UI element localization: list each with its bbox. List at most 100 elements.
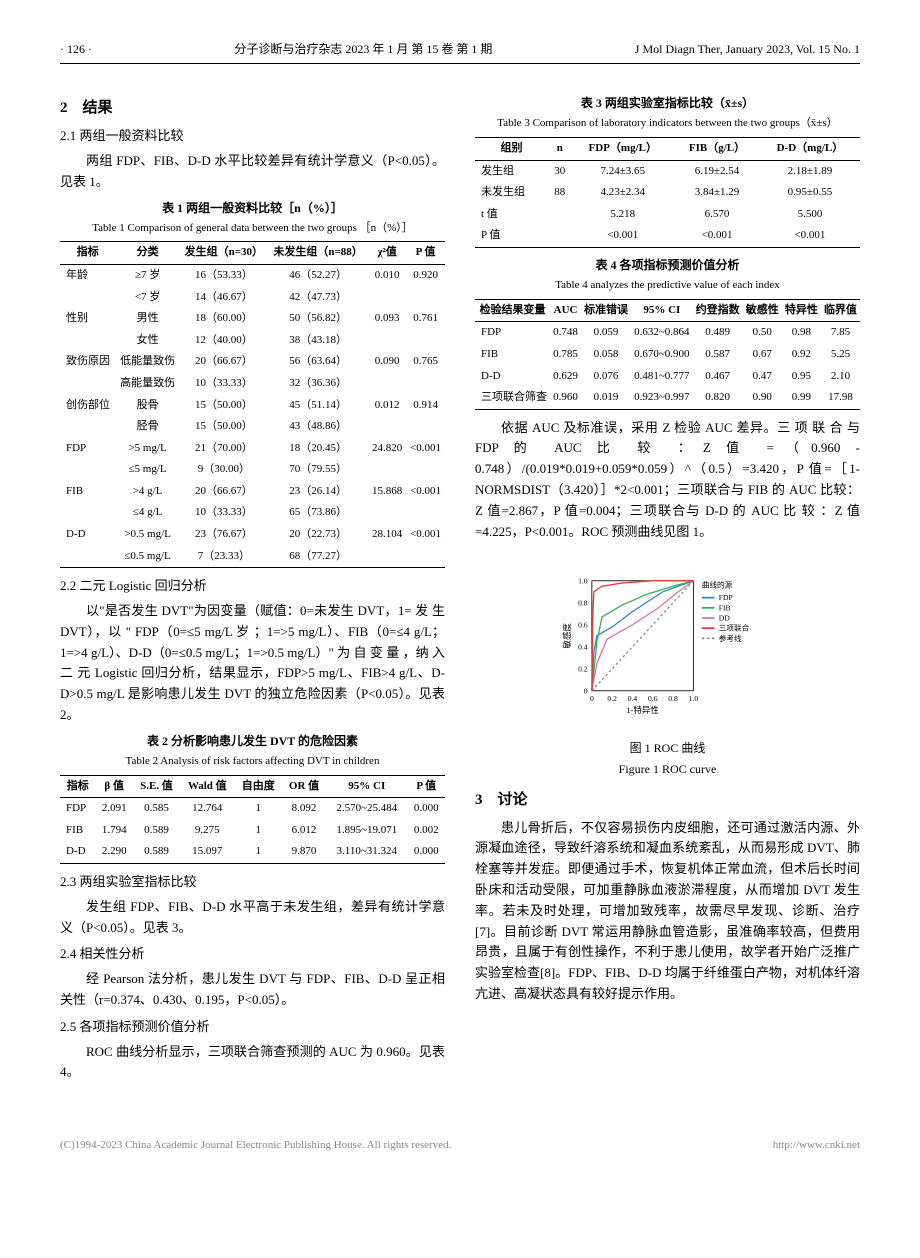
table-row: FDP0.7480.0590.632~0.8640.4890.500.987.8… — [475, 322, 860, 344]
journal-cn: 分子诊断与治疗杂志 2023 年 1 月 第 15 卷 第 1 期 — [234, 40, 492, 59]
table-cell: 46（52.27） — [268, 264, 368, 286]
table-header-cell: 发生组（n=30） — [180, 242, 269, 265]
table-cell: 0.914 — [406, 395, 445, 417]
page-header: · 126 · 分子诊断与治疗杂志 2023 年 1 月 第 15 卷 第 1 … — [60, 40, 860, 64]
table-cell — [368, 416, 406, 438]
table-cell: 0.010 — [368, 264, 406, 286]
table-cell: 68（77.27） — [268, 546, 368, 568]
table-cell: >5 mg/L — [116, 438, 180, 460]
table-row: ≤0.5 mg/L7（23.33）68（77.27） — [60, 546, 445, 568]
table-cell — [406, 502, 445, 524]
table-cell — [60, 459, 116, 481]
table-cell: 胫骨 — [116, 416, 180, 438]
table-cell: ≤4 g/L — [116, 502, 180, 524]
svg-text:三项联合: 三项联合 — [718, 623, 749, 633]
table-cell: 50（56.82） — [268, 308, 368, 330]
table-cell: 20（66.67） — [180, 351, 269, 373]
svg-text:0.2: 0.2 — [578, 665, 588, 674]
table-cell: 32（36.36） — [268, 373, 368, 395]
table-cell — [406, 546, 445, 568]
table-cell: 0.090 — [368, 351, 406, 373]
table-cell: 12（40.00） — [180, 330, 269, 352]
table-cell: 低能量致伤 — [116, 351, 180, 373]
table-cell: 0.765 — [406, 351, 445, 373]
table-cell: 3.110~31.324 — [326, 841, 407, 863]
table-cell: 0.587 — [693, 344, 743, 366]
table-row: 年龄≥7 岁16（53.33）46（52.27）0.0100.920 — [60, 264, 445, 286]
table-cell: 23（76.67） — [180, 524, 269, 546]
table-cell — [406, 416, 445, 438]
section-2-2-heading: 2.2 二元 Logistic 回归分析 — [60, 576, 445, 597]
table-cell: 0.589 — [133, 841, 180, 863]
table-cell: 6.012 — [282, 820, 326, 842]
table-cell: 0.000 — [408, 841, 445, 863]
table-cell: 15.868 — [368, 481, 406, 503]
table-4-subtitle: Table 4 analyzes the predictive value of… — [475, 277, 860, 295]
table-cell: 男性 — [116, 308, 180, 330]
table-header-cell: 约登指数 — [693, 299, 743, 322]
table-cell: 致伤原因 — [60, 351, 116, 373]
svg-text:0.4: 0.4 — [578, 643, 588, 652]
section-title: 讨论 — [498, 792, 528, 808]
table-cell: 股骨 — [116, 395, 180, 417]
table-cell: FDP — [60, 438, 116, 460]
table-cell: 2.10 — [821, 366, 860, 388]
table-row: 三项联合筛查0.9600.0190.923~0.9970.8200.900.99… — [475, 387, 860, 409]
figure-1-caption-cn: 图 1 ROC 曲线 — [475, 739, 860, 758]
svg-text:FIB: FIB — [718, 604, 730, 613]
table-cell: 0.90 — [743, 387, 782, 409]
table-header-cell: 95% CI — [326, 775, 407, 798]
left-column: 2 结果 2.1 两组一般资料比较 两组 FDP、FIB、D-D 水平比较差异有… — [60, 88, 445, 1087]
table-cell: FIB — [60, 820, 96, 842]
table-cell — [368, 502, 406, 524]
svg-text:1.0: 1.0 — [578, 577, 588, 586]
table-cell: 24.820 — [368, 438, 406, 460]
table-1-subtitle: Table 1 Comparison of general data betwe… — [60, 220, 445, 238]
table-cell: 0.632~0.864 — [631, 322, 693, 344]
table-cell: P 值 — [475, 225, 548, 247]
table-cell: <0.001 — [674, 225, 760, 247]
svg-text:曲线的源: 曲线的源 — [701, 580, 732, 590]
table-cell: 30 — [548, 160, 571, 182]
table-row: 性别男性18（60.00）50（56.82）0.0930.761 — [60, 308, 445, 330]
table-cell: D-D — [475, 366, 550, 388]
auc-analysis-para: 依据 AUC 及标准误，采用 Z 检验 AUC 差异。三 项 联 合 与 FDP… — [475, 418, 860, 543]
table-header-cell: AUC — [550, 299, 581, 322]
table-cell: 10（33.33） — [180, 502, 269, 524]
table-header-cell: FDP（mg/L） — [571, 137, 674, 160]
table-header-cell: 未发生组（n=88） — [268, 242, 368, 265]
table-header-cell: β 值 — [96, 775, 133, 798]
table-2-title: 表 2 分析影响患儿发生 DVT 的危险因素 — [60, 732, 445, 751]
svg-text:参考线: 参考线 — [718, 633, 741, 643]
table-cell: 1.794 — [96, 820, 133, 842]
table-cell: 9.870 — [282, 841, 326, 863]
table-cell: <0.001 — [406, 524, 445, 546]
table-cell — [60, 416, 116, 438]
table-cell: 0.059 — [581, 322, 631, 344]
table-cell: 0.920 — [406, 264, 445, 286]
table-cell: 三项联合筛查 — [475, 387, 550, 409]
table-cell: <7 岁 — [116, 287, 180, 309]
page-footer: (C)1994-2023 China Academic Journal Elec… — [60, 1137, 860, 1155]
table-cell — [60, 287, 116, 309]
table-cell: 0.92 — [782, 344, 821, 366]
table-cell: 6.570 — [674, 204, 760, 226]
table-cell: 88 — [548, 182, 571, 204]
table-row: FDP>5 mg/L21（70.00）18（20.45）24.820<0.001 — [60, 438, 445, 460]
table-cell: 42（47.73） — [268, 287, 368, 309]
table-cell — [548, 225, 571, 247]
table-header-cell: 临界值 — [821, 299, 860, 322]
table-cell: FDP — [60, 798, 96, 820]
table-cell: 0.98 — [782, 322, 821, 344]
table-row: 致伤原因低能量致伤20（66.67）56（63.64）0.0900.765 — [60, 351, 445, 373]
table-cell: 0.785 — [550, 344, 581, 366]
table-cell: FIB — [60, 481, 116, 503]
table-cell: 2.570~25.484 — [326, 798, 407, 820]
table-cell: 0.67 — [743, 344, 782, 366]
table-cell: 0.481~0.777 — [631, 366, 693, 388]
svg-text:1.0: 1.0 — [688, 694, 698, 703]
table-cell: 15（50.00） — [180, 416, 269, 438]
table-cell: 0.960 — [550, 387, 581, 409]
table-cell: D-D — [60, 524, 116, 546]
table-cell: <0.001 — [406, 481, 445, 503]
